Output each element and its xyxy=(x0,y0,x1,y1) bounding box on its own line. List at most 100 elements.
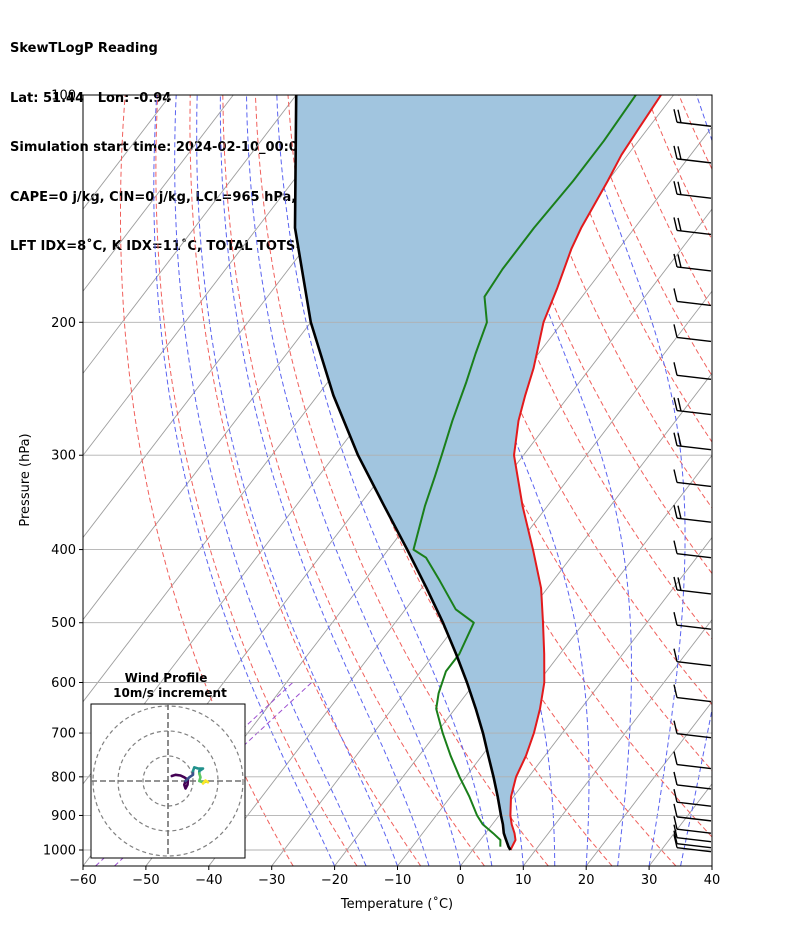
wind-barb-flag xyxy=(673,253,678,268)
wind-barb-flag xyxy=(673,830,678,844)
cape-area xyxy=(295,95,661,850)
wind-barb-staff xyxy=(676,409,712,416)
wind-barb xyxy=(673,771,712,790)
wind-barb-staff xyxy=(676,624,712,630)
wind-barb-flag xyxy=(673,576,678,591)
wind-barb xyxy=(673,684,712,703)
x-tick-label: −50 xyxy=(132,873,159,888)
isotherm-line xyxy=(83,95,234,292)
isotherm-line xyxy=(648,783,712,866)
dry-adiabat-line xyxy=(744,95,794,866)
hodograph-subtitle: 10m/s increment xyxy=(113,686,227,700)
y-tick-label: 200 xyxy=(51,316,76,331)
x-tick-label: 40 xyxy=(704,873,721,888)
wind-barb-flag xyxy=(677,505,682,519)
isotherm-line xyxy=(271,290,712,866)
wind-barb-staff xyxy=(676,158,712,164)
y-tick-label: 600 xyxy=(51,676,76,691)
x-tick-label: −20 xyxy=(321,873,348,888)
wind-barb-flag xyxy=(673,397,678,411)
wind-barb xyxy=(673,803,712,822)
wind-barb xyxy=(673,540,712,559)
hodograph-segment xyxy=(201,779,210,785)
x-tick-label: 30 xyxy=(641,873,658,888)
x-tick-label: −30 xyxy=(258,873,285,888)
y-tick-label: 1000 xyxy=(43,844,76,859)
wind-barb xyxy=(673,181,712,199)
x-tick-label: −40 xyxy=(195,873,222,888)
wind-barb xyxy=(673,751,712,770)
dry-adiabat-line xyxy=(155,95,358,866)
wind-barb-flag xyxy=(673,803,678,818)
wind-barb-flag xyxy=(673,824,678,838)
wind-barb-staff xyxy=(676,266,712,272)
wind-barb-flag xyxy=(673,217,678,231)
wind-barb-flag xyxy=(673,771,678,786)
isotherm-line xyxy=(460,536,712,866)
wind-barb-staff xyxy=(676,374,712,381)
wind-barb xyxy=(673,362,712,381)
wind-barb-flag xyxy=(673,324,678,338)
dry-adiabat-line xyxy=(613,95,712,310)
wind-barb xyxy=(673,834,712,853)
moist-adiabat-line xyxy=(153,95,336,866)
x-tick-label: 20 xyxy=(578,873,595,888)
dewpoint-line xyxy=(412,95,637,847)
hodograph-rings xyxy=(91,704,245,858)
dry-adiabat-line xyxy=(548,95,712,443)
wind-barb-staff xyxy=(676,445,712,451)
moist-adiabat-line xyxy=(174,95,367,866)
wind-barb-flag xyxy=(673,109,678,123)
wind-barb-staff xyxy=(676,193,712,199)
wind-barb-staff xyxy=(676,121,712,127)
wind-barb-flag xyxy=(673,648,678,662)
wind-barb xyxy=(673,648,712,667)
y-tick-label: 700 xyxy=(51,727,76,742)
x-tick-label: −60 xyxy=(69,873,96,888)
wind-barb xyxy=(673,816,712,834)
wind-barb-flag xyxy=(673,834,678,848)
wind-barb-flag xyxy=(673,362,678,376)
chart-title: SkewTLogP Reading xyxy=(10,41,158,56)
isotherm-line xyxy=(711,865,712,866)
wind-barbs xyxy=(673,109,712,853)
wind-barb-staff xyxy=(676,801,712,807)
wind-barb-flag xyxy=(673,181,678,195)
moist-adiabat-line xyxy=(744,95,794,866)
dry-adiabat-line xyxy=(580,95,712,377)
wind-barb-staff xyxy=(676,517,712,523)
wind-barb-staff xyxy=(676,733,712,739)
wind-barb-staff xyxy=(676,300,712,307)
wind-barb-flag xyxy=(677,217,682,232)
isotherm-line xyxy=(522,618,712,866)
y-tick-label: 100 xyxy=(51,89,76,104)
wind-barb-staff xyxy=(676,828,712,834)
location-line: Lat: 51.44 Lon: -0.94 xyxy=(10,90,172,106)
wind-barb xyxy=(673,505,712,523)
wind-barb-flag xyxy=(677,146,682,160)
wind-barb xyxy=(673,288,712,307)
wind-barb-staff xyxy=(676,816,712,822)
wind-barb-staff xyxy=(676,552,712,559)
dry-adiabat-line xyxy=(777,95,794,866)
wind-barb-staff xyxy=(676,481,712,488)
wind-barb-flag xyxy=(673,612,678,626)
wind-barb-staff xyxy=(676,589,712,595)
isotherm-line xyxy=(83,95,360,457)
wind-profile-inset: Wind Profile 10m/s increment xyxy=(90,671,246,859)
wind-barb-staff xyxy=(676,229,712,236)
dry-adiabat-line xyxy=(189,95,422,866)
wind-barb-staff xyxy=(676,784,712,790)
hodograph-segment xyxy=(184,769,195,783)
moist-adiabat-line xyxy=(219,95,430,866)
wind-barb-staff xyxy=(676,660,712,667)
wind-barb xyxy=(673,324,712,343)
wind-barb xyxy=(673,397,712,416)
wind-barb xyxy=(673,789,712,807)
temperature-line xyxy=(509,95,662,851)
y-axis-label: Pressure (hPa) xyxy=(18,433,33,526)
wind-barb xyxy=(673,830,712,849)
isotherm-line xyxy=(334,372,712,866)
x-tick-label: −10 xyxy=(384,873,411,888)
